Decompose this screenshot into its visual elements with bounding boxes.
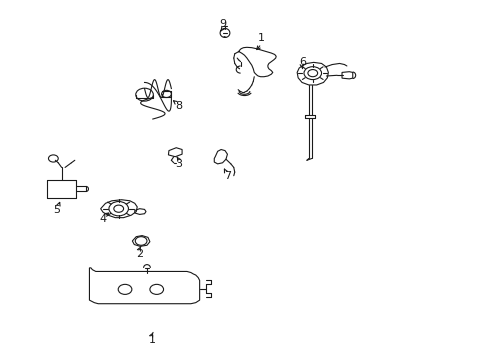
Text: 1: 1 bbox=[258, 33, 264, 43]
Text: 7: 7 bbox=[224, 171, 230, 181]
Text: 1: 1 bbox=[148, 334, 155, 345]
Text: 5: 5 bbox=[53, 206, 60, 216]
Text: 3: 3 bbox=[175, 159, 182, 169]
Text: 2: 2 bbox=[136, 248, 143, 258]
Text: 4: 4 bbox=[100, 215, 106, 224]
Text: 8: 8 bbox=[175, 102, 182, 112]
Text: 9: 9 bbox=[219, 19, 225, 29]
Text: 6: 6 bbox=[299, 57, 306, 67]
